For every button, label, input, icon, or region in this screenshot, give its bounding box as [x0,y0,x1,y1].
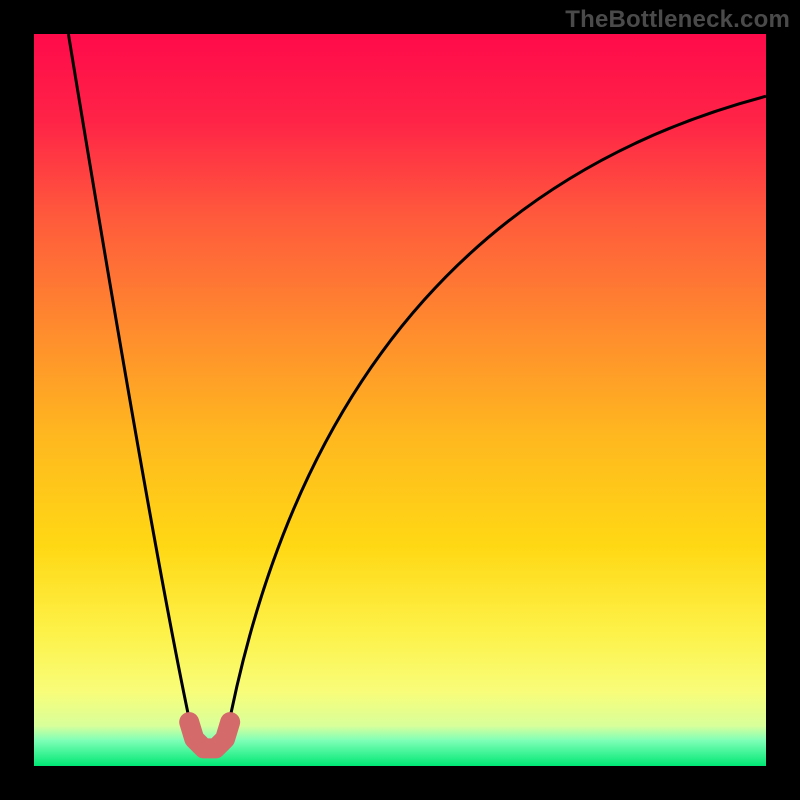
curve-layer [34,34,766,766]
plot-area [34,34,766,766]
watermark-text: TheBottleneck.com [565,6,790,34]
bottleneck-curve [68,34,766,754]
dip-marker [189,722,230,748]
chart-container: TheBottleneck.com [0,0,800,800]
